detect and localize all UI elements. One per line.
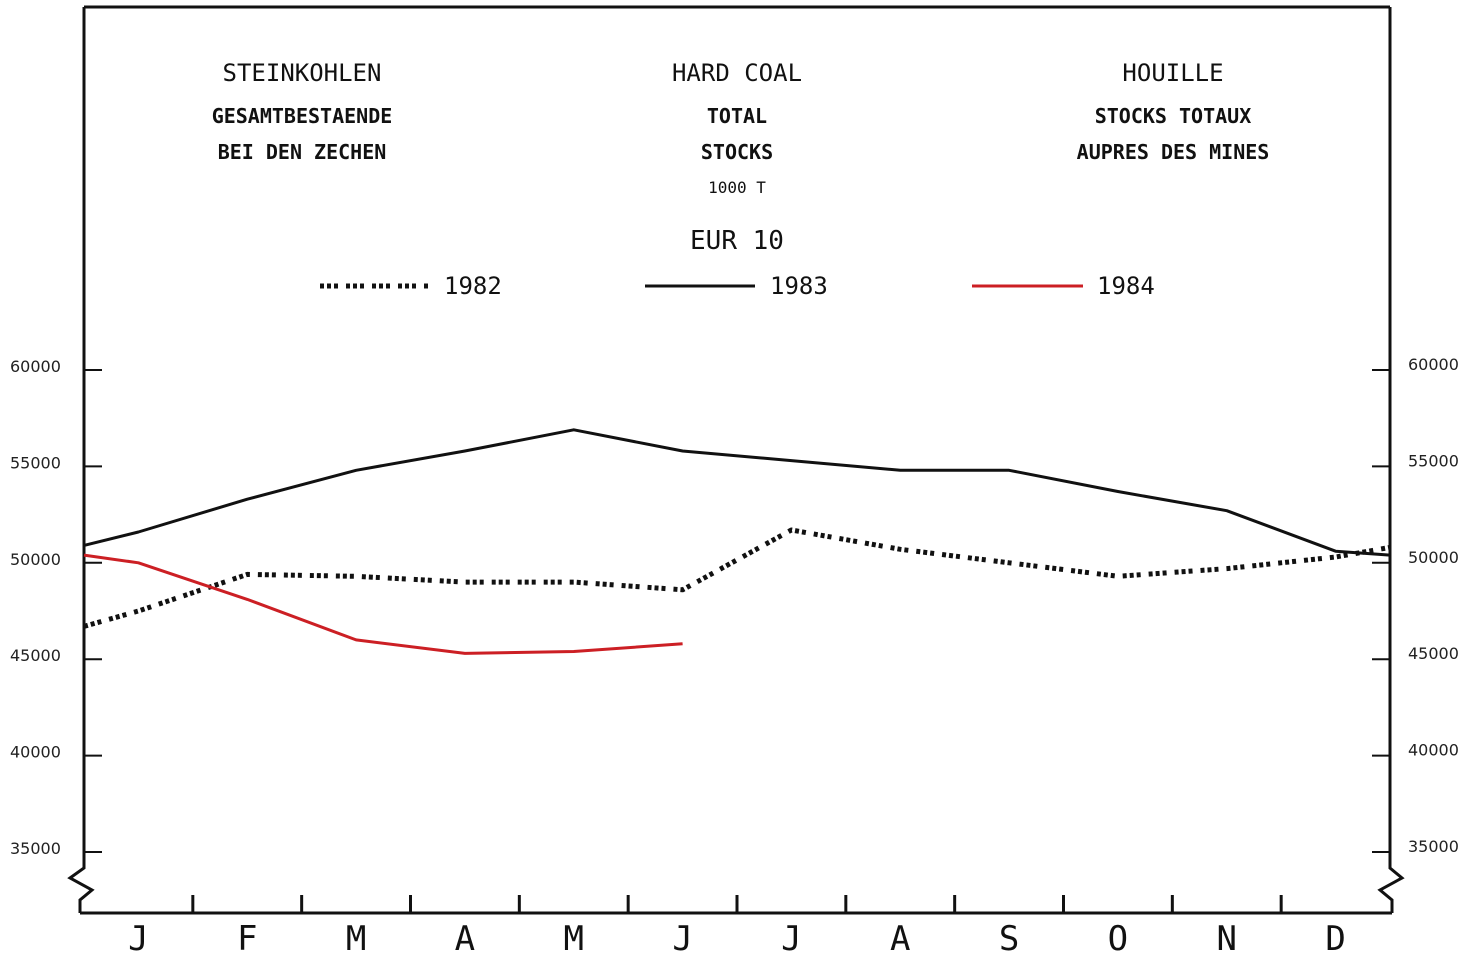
series-line-1982 — [83, 527, 1391, 629]
y-tick-label-right: 45000 — [1408, 644, 1459, 663]
region-label: EUR 10 — [690, 226, 784, 256]
y-tick-label-right: 50000 — [1408, 548, 1459, 567]
legend-label-1983: 1983 — [770, 272, 828, 300]
x-tick-label: F — [237, 919, 257, 959]
legend-label-1982: 1982 — [444, 272, 502, 300]
title-fr-3: AUPRES DES MINES — [1077, 140, 1270, 164]
x-tick-label: O — [1108, 919, 1128, 959]
x-tick-label: J — [781, 919, 801, 959]
left-axis — [67, 370, 95, 913]
y-tick-label-left: 60000 — [10, 357, 61, 376]
y-tick-label-right: 60000 — [1408, 355, 1459, 374]
x-tick-label: J — [128, 919, 148, 959]
legend-label-1984: 1984 — [1097, 272, 1155, 300]
legend: 1982 1983 1984 — [320, 272, 1155, 300]
title-en-2: TOTAL — [707, 104, 767, 128]
y-tick-label-left: 35000 — [10, 839, 61, 858]
y-tick-label-left: 40000 — [10, 743, 61, 762]
title-fr-1: HOUILLE — [1122, 59, 1223, 87]
y-tick-label-left: 50000 — [10, 550, 61, 569]
title-block: STEINKOHLEN GESAMTBESTAENDE BEI DEN ZECH… — [212, 59, 1270, 256]
x-tick-label: A — [455, 919, 475, 959]
y-tick-label-left: 45000 — [10, 646, 61, 665]
title-de-2: GESAMTBESTAENDE — [212, 104, 393, 128]
y-tick-label-right: 40000 — [1408, 741, 1459, 760]
title-de-3: BEI DEN ZECHEN — [218, 140, 387, 164]
y-axis-ticks: 35000 35000 40000 40000 45000 45000 50000 50000… — [10, 355, 1459, 858]
y-tick-label-right: 35000 — [1408, 837, 1459, 856]
series-layer — [83, 428, 1391, 655]
title-de-1: STEINKOHLEN — [223, 59, 382, 87]
title-fr-2: STOCKS TOTAUX — [1095, 104, 1252, 128]
series-line-1984 — [83, 553, 683, 655]
right-axis — [1377, 370, 1405, 913]
x-tick-label: S — [999, 919, 1019, 959]
title-en-3: STOCKS — [701, 140, 773, 164]
unit-label: 1000 T — [708, 178, 766, 197]
x-tick-label: N — [1217, 919, 1237, 959]
x-tick-label: M — [346, 919, 366, 959]
x-tick-label: J — [672, 919, 692, 959]
series-line-1983 — [83, 428, 1391, 557]
y-tick-label-left: 55000 — [10, 453, 61, 472]
title-en-1: HARD COAL — [672, 59, 802, 87]
x-tick-label: A — [890, 919, 910, 959]
y-tick-label-right: 55000 — [1408, 451, 1459, 470]
x-tick-label: D — [1325, 919, 1345, 959]
x-tick-label: M — [564, 919, 584, 959]
